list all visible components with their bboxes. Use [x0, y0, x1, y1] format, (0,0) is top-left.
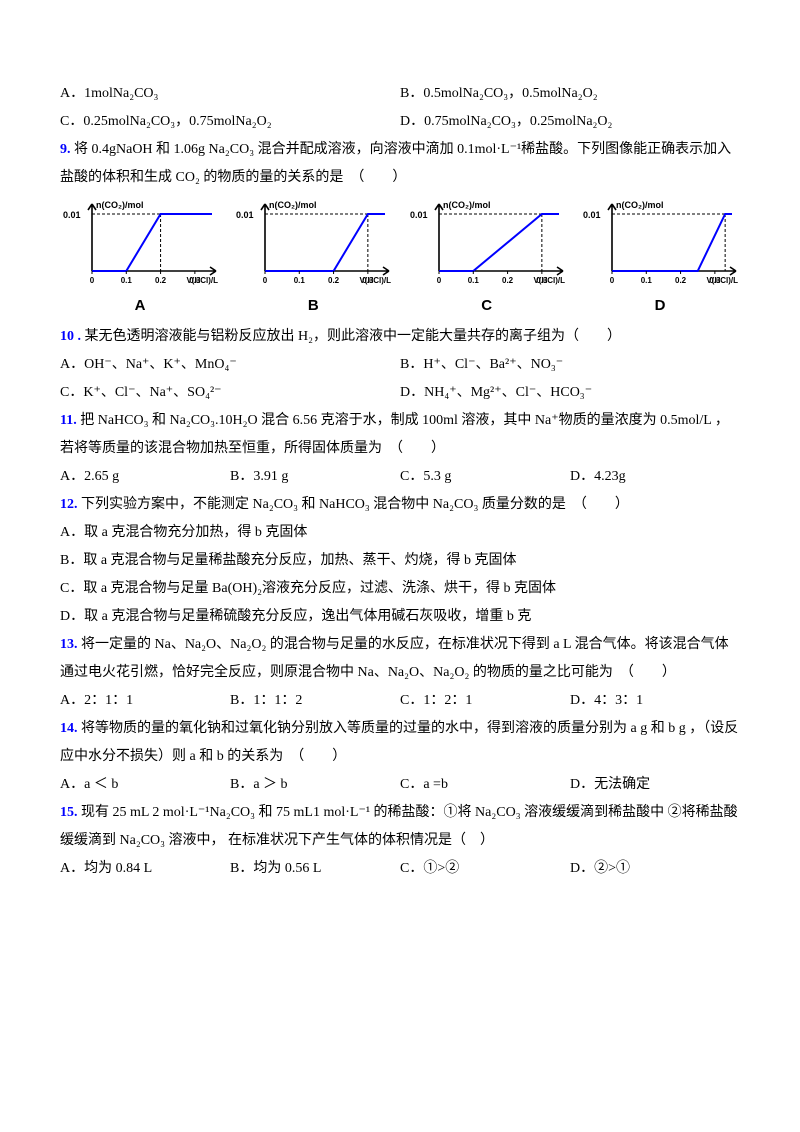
q15-option-c: C．①>② — [400, 855, 570, 883]
svg-text:V(HCl)/L: V(HCl)/L — [186, 276, 218, 285]
q12-option-b: B．取 a 克混合物与足量稀盐酸充分反应，加热、蒸干、灼烧，得 b 克固体 — [60, 547, 740, 575]
q15-stem: 现有 25 mL 2 mol·L⁻¹Na₂CO₃ 和 75 mL1 mol·L⁻… — [60, 805, 738, 848]
q15: 15. 现有 25 mL 2 mol·L⁻¹Na₂CO₃ 和 75 mL1 mo… — [60, 799, 740, 855]
q9: 9. 将 0.4gNaOH 和 1.06g Na₂CO₃ 混合并配成溶液，向溶液… — [60, 136, 740, 192]
svg-text:V(HCl)/L: V(HCl)/L — [706, 276, 738, 285]
q14-number: 14. — [60, 721, 78, 736]
q13-option-b: B．1：1：2 — [230, 687, 400, 715]
q14: 14. 将等物质的量的氧化钠和过氧化钠分别放入等质量的过量的水中，得到溶液的质量… — [60, 715, 740, 771]
graph-b: n(CO₂)/mol0.0100.10.20.3V(HCl)/LB — [233, 198, 393, 321]
q9-stem: 将 0.4gNaOH 和 1.06g Na₂CO₃ 混合并配成溶液，向溶液中滴加… — [60, 142, 731, 185]
q8-option-c: C．0.25molNa₂CO₃，0.75molNa₂O₂ — [60, 108, 400, 136]
svg-text:0.1: 0.1 — [641, 276, 653, 285]
graph-label: A — [135, 291, 146, 321]
q14-options: A．a ＜ b B．a ＞ b C．a =b D．无法确定 — [60, 771, 740, 799]
q12-option-a: A．取 a 克混合物充分加热，得 b 克固体 — [60, 519, 740, 547]
svg-text:n(CO₂)/mol: n(CO₂)/mol — [96, 200, 144, 210]
graph-d: n(CO₂)/mol0.0100.10.20.3V(HCl)/LD — [580, 198, 740, 321]
q14-option-c: C．a =b — [400, 771, 570, 799]
q10-number: 10 . — [60, 329, 81, 344]
svg-text:0.2: 0.2 — [328, 276, 340, 285]
q11-stem: 把 NaHCO₃ 和 Na₂CO₃.10H₂O 混合 6.56 克溶于水，制成 … — [60, 413, 729, 456]
q10-stem: 某无色透明溶液能与铝粉反应放出 H₂，则此溶液中一定能大量共存的离子组为（ ） — [81, 329, 621, 344]
svg-text:0.01: 0.01 — [63, 210, 81, 220]
q15-option-a: A．均为 0.84 L — [60, 855, 230, 883]
q9-number: 9. — [60, 142, 71, 157]
q14-option-b: B．a ＞ b — [230, 771, 400, 799]
q10: 10 . 某无色透明溶液能与铝粉反应放出 H₂，则此溶液中一定能大量共存的离子组… — [60, 323, 740, 351]
q12-option-d: D．取 a 克混合物与足量稀硫酸充分反应，逸出气体用碱石灰吸收，增重 b 克 — [60, 603, 740, 631]
q13-options: A．2：1：1 B．1：1：2 C．1：2：1 D．4：3：1 — [60, 687, 740, 715]
q11-number: 11. — [60, 413, 77, 428]
svg-text:n(CO₂)/mol: n(CO₂)/mol — [443, 200, 491, 210]
svg-text:V(HCl)/L: V(HCl)/L — [533, 276, 565, 285]
graph-label: B — [308, 291, 319, 321]
q14-option-a: A．a ＜ b — [60, 771, 230, 799]
q11: 11. 把 NaHCO₃ 和 Na₂CO₃.10H₂O 混合 6.56 克溶于水… — [60, 407, 740, 463]
q8-options-2: C．0.25molNa₂CO₃，0.75molNa₂O₂ D．0.75molNa… — [60, 108, 740, 136]
graph-c: n(CO₂)/mol0.0100.10.20.3V(HCl)/LC — [407, 198, 567, 321]
svg-text:n(CO₂)/mol: n(CO₂)/mol — [616, 200, 664, 210]
q8-options: A．1molNa₂CO₃ B．0.5molNa₂CO₃，0.5molNa₂O₂ — [60, 80, 740, 108]
q10-options-2: C．K⁺、Cl⁻、Na⁺、SO₄²⁻ D．NH₄⁺、Mg²⁺、Cl⁻、HCO₃⁻ — [60, 379, 740, 407]
svg-text:0.2: 0.2 — [502, 276, 514, 285]
q8-option-a: A．1molNa₂CO₃ — [60, 80, 400, 108]
q9-graphs: n(CO₂)/mol0.0100.10.20.3V(HCl)/LAn(CO₂)/… — [60, 198, 740, 321]
q10-option-c: C．K⁺、Cl⁻、Na⁺、SO₄²⁻ — [60, 379, 400, 407]
q10-option-d: D．NH₄⁺、Mg²⁺、Cl⁻、HCO₃⁻ — [400, 379, 740, 407]
q13-option-d: D．4：3：1 — [570, 687, 740, 715]
q14-stem: 将等物质的量的氧化钠和过氧化钠分别放入等质量的过量的水中，得到溶液的质量分别为 … — [60, 721, 738, 764]
svg-text:0: 0 — [90, 276, 95, 285]
q15-option-d: D．②>① — [570, 855, 740, 883]
q13-option-c: C．1：2：1 — [400, 687, 570, 715]
q13: 13. 将一定量的 Na、Na₂O、Na₂O₂ 的混合物与足量的水反应，在标准状… — [60, 631, 740, 687]
svg-text:n(CO₂)/mol: n(CO₂)/mol — [269, 200, 317, 210]
q12-option-c: C．取 a 克混合物与足量 Ba(OH)₂溶液充分反应，过滤、洗涤、烘干，得 b… — [60, 575, 740, 603]
svg-text:0: 0 — [263, 276, 268, 285]
q10-option-a: A．OH⁻、Na⁺、K⁺、MnO₄⁻ — [60, 351, 400, 379]
svg-text:0.2: 0.2 — [675, 276, 687, 285]
q11-option-b: B．3.91 g — [230, 463, 400, 491]
q15-number: 15. — [60, 805, 78, 820]
q8-option-b: B．0.5molNa₂CO₃，0.5molNa₂O₂ — [400, 80, 740, 108]
q8-option-d: D．0.75molNa₂CO₃，0.25molNa₂O₂ — [400, 108, 740, 136]
svg-text:0.01: 0.01 — [583, 210, 601, 220]
q15-option-b: B．均为 0.56 L — [230, 855, 400, 883]
q13-option-a: A．2：1：1 — [60, 687, 230, 715]
q14-option-d: D．无法确定 — [570, 771, 740, 799]
graph-label: C — [481, 291, 492, 321]
svg-text:0.1: 0.1 — [121, 276, 133, 285]
q10-options: A．OH⁻、Na⁺、K⁺、MnO₄⁻ B．H⁺、Cl⁻、Ba²⁺、NO₃⁻ — [60, 351, 740, 379]
q12-stem: 下列实验方案中，不能测定 Na₂CO₃ 和 NaHCO₃ 混合物中 Na₂CO₃… — [78, 497, 629, 512]
q11-option-a: A．2.65 g — [60, 463, 230, 491]
graph-a: n(CO₂)/mol0.0100.10.20.3V(HCl)/LA — [60, 198, 220, 321]
svg-text:0: 0 — [436, 276, 441, 285]
q11-option-c: C．5.3 g — [400, 463, 570, 491]
svg-text:0.01: 0.01 — [410, 210, 428, 220]
q11-option-d: D．4.23g — [570, 463, 740, 491]
q10-option-b: B．H⁺、Cl⁻、Ba²⁺、NO₃⁻ — [400, 351, 740, 379]
q12: 12. 下列实验方案中，不能测定 Na₂CO₃ 和 NaHCO₃ 混合物中 Na… — [60, 491, 740, 519]
svg-text:0.1: 0.1 — [467, 276, 479, 285]
svg-text:0.2: 0.2 — [155, 276, 167, 285]
svg-text:0.1: 0.1 — [294, 276, 306, 285]
q13-number: 13. — [60, 637, 78, 652]
q11-options: A．2.65 g B．3.91 g C．5.3 g D．4.23g — [60, 463, 740, 491]
q13-stem: 将一定量的 Na、Na₂O、Na₂O₂ 的混合物与足量的水反应，在标准状况下得到… — [60, 637, 729, 680]
q12-number: 12. — [60, 497, 78, 512]
svg-text:0.01: 0.01 — [236, 210, 254, 220]
q15-options: A．均为 0.84 L B．均为 0.56 L C．①>② D．②>① — [60, 855, 740, 883]
svg-text:V(HCl)/L: V(HCl)/L — [360, 276, 392, 285]
graph-label: D — [655, 291, 666, 321]
svg-text:0: 0 — [610, 276, 615, 285]
